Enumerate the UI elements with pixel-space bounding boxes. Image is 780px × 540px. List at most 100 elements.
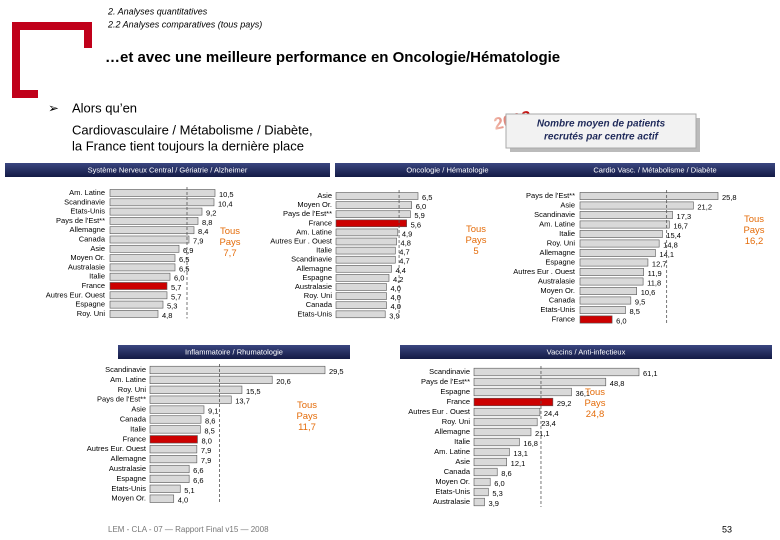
bar — [335, 201, 412, 209]
value-label: 25,8 — [722, 193, 737, 202]
value-label: 17,3 — [677, 212, 692, 221]
category-label: Espagne — [116, 474, 146, 483]
bar — [109, 272, 171, 281]
category-label: Italie — [454, 437, 470, 446]
bar — [335, 301, 387, 309]
page-number: 53 — [722, 524, 732, 534]
bar — [149, 375, 273, 384]
bar — [579, 287, 637, 295]
value-label: 48,8 — [610, 379, 625, 388]
category-label: Etats-Unis — [297, 309, 332, 318]
bar — [335, 228, 399, 237]
category-label: Espagne — [440, 387, 470, 396]
category-label: Australasie — [68, 262, 105, 271]
category-label: Allemagne — [435, 427, 470, 436]
header-section: 2. Analyses quantitatives — [107, 6, 208, 16]
bar — [473, 387, 572, 397]
value-label: 7,9 — [201, 446, 211, 455]
value-label: 12,1 — [511, 459, 526, 468]
value-label: 8,5 — [204, 426, 214, 435]
category-label: Australasie — [433, 497, 470, 506]
value-label: 5,3 — [167, 302, 177, 311]
bar — [335, 283, 387, 291]
note-line: Nombre moyen de patients — [537, 119, 666, 130]
reference-value: 5 — [473, 246, 479, 257]
bar — [579, 220, 670, 229]
bar — [149, 494, 175, 503]
value-label: 29,2 — [557, 399, 572, 408]
value-label: 6,5 — [422, 193, 432, 202]
value-label: 5,3 — [492, 489, 502, 498]
value-label: 6,9 — [183, 246, 193, 255]
value-label: 8,4 — [198, 227, 208, 236]
category-label: Allemagne — [111, 454, 146, 463]
value-label: 5,7 — [171, 283, 181, 292]
category-label: Canada — [444, 467, 471, 476]
bar — [579, 249, 656, 257]
bullet-arrow: ➢ — [48, 100, 59, 115]
category-label: Espagne — [545, 257, 575, 266]
chart-title-bar — [118, 345, 350, 359]
bar — [149, 405, 205, 414]
category-label: Allemagne — [297, 264, 332, 273]
bar — [579, 306, 626, 314]
bar — [149, 484, 181, 493]
category-label: Canada — [79, 234, 106, 243]
value-label: 16,7 — [673, 221, 688, 230]
bar — [335, 246, 396, 255]
bar — [473, 417, 538, 427]
value-label: 4,9 — [402, 229, 412, 238]
bar — [473, 397, 554, 407]
chart-title-bar — [535, 163, 775, 177]
category-label: Pays de l'Est** — [526, 191, 575, 200]
bar — [473, 477, 491, 487]
bar — [335, 219, 407, 228]
category-label: Asie — [560, 200, 575, 209]
bar — [149, 455, 198, 464]
value-label: 15,5 — [246, 387, 261, 396]
bar — [335, 255, 396, 264]
bar — [579, 277, 644, 286]
value-label: 36,1 — [575, 389, 590, 398]
value-label: 6,0 — [416, 202, 426, 211]
category-label: Etats-Unis — [111, 484, 146, 493]
category-label: Autres Eur . Ouest — [408, 407, 471, 416]
bar — [579, 230, 663, 238]
value-label: 5,6 — [411, 220, 421, 229]
category-label: Pays de l'Est** — [421, 377, 470, 386]
value-label: 3,9 — [389, 311, 399, 320]
value-label: 6,5 — [179, 264, 189, 273]
category-label: Roy. Uni — [77, 309, 106, 318]
value-label: 4,7 — [399, 248, 409, 257]
bar — [473, 377, 607, 387]
category-label: Pays de l'Est** — [56, 216, 105, 225]
value-label: 4,0 — [390, 302, 400, 311]
bar — [473, 457, 507, 467]
bar — [579, 192, 719, 200]
value-label: 29,5 — [329, 367, 344, 376]
bar — [473, 427, 532, 437]
bar — [109, 291, 168, 300]
bar — [109, 282, 168, 290]
category-label: Autres Eur. Ouest — [87, 444, 147, 453]
reference-value: 7,7 — [223, 248, 237, 259]
category-label: Moyen Or. — [70, 253, 105, 262]
bar — [109, 226, 195, 235]
bar — [579, 239, 660, 248]
value-label: 6,5 — [179, 255, 189, 264]
category-label: Am. Latine — [434, 447, 470, 456]
bar — [335, 274, 390, 282]
note-line: recrutés par centre actif — [544, 132, 660, 143]
category-label: Allemagne — [70, 225, 105, 234]
category-label: Etats-Unis — [540, 305, 575, 314]
category-label: Moyen Or. — [297, 200, 332, 209]
category-label: Autres Eur . Ouest — [513, 267, 576, 276]
value-label: 4,8 — [401, 238, 411, 247]
category-label: Etats-Unis — [70, 207, 105, 216]
bar — [335, 292, 387, 300]
reference-value: 24,8 — [585, 409, 605, 420]
value-label: 23,4 — [541, 419, 556, 428]
bar — [149, 435, 198, 444]
value-label: 8,6 — [501, 469, 511, 478]
